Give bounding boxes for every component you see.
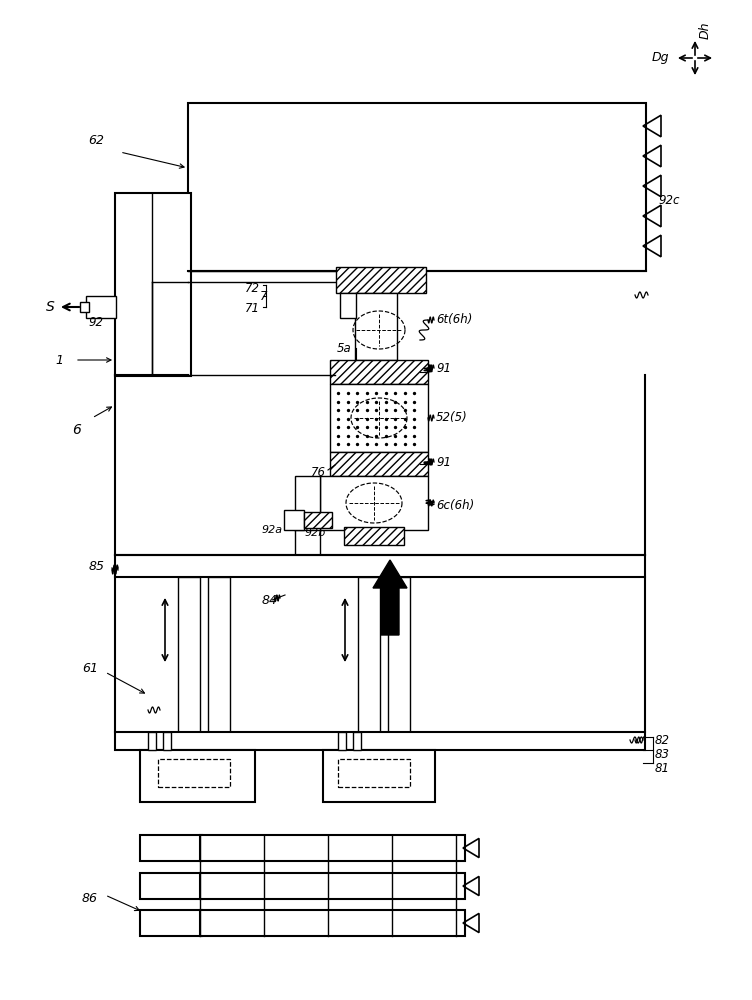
Bar (320, 476, 428, 530)
Text: 7: 7 (260, 290, 268, 302)
Text: 6c(6h): 6c(6h) (436, 498, 475, 512)
Bar (80, 302, 89, 312)
Bar (200, 910, 465, 936)
Bar (340, 293, 356, 318)
Text: Dh: Dh (699, 21, 712, 39)
Text: 72: 72 (245, 282, 260, 294)
Bar (295, 530, 320, 555)
Bar (304, 512, 332, 528)
Text: S: S (47, 300, 55, 314)
Bar (338, 732, 346, 750)
Text: 6t(6h): 6t(6h) (436, 314, 472, 326)
Text: 62: 62 (88, 133, 104, 146)
Bar (200, 873, 465, 899)
Bar (338, 759, 410, 787)
FancyArrow shape (373, 560, 407, 635)
Text: 91: 91 (436, 361, 451, 374)
Bar (344, 527, 404, 545)
Bar (336, 267, 426, 293)
Text: 1: 1 (55, 354, 63, 366)
Bar (358, 577, 380, 732)
Bar (330, 384, 428, 452)
Text: 61: 61 (82, 662, 98, 674)
Bar (115, 555, 645, 577)
Bar (388, 577, 410, 732)
Bar (295, 476, 320, 531)
Text: 76: 76 (311, 466, 326, 479)
Text: 92c: 92c (658, 194, 680, 207)
Text: 92b: 92b (305, 528, 326, 538)
Bar (158, 759, 230, 787)
Bar (178, 577, 200, 732)
Bar (140, 835, 202, 861)
Bar (140, 910, 202, 936)
Bar (323, 750, 435, 802)
Text: 52(5): 52(5) (436, 412, 468, 424)
Bar (200, 835, 465, 861)
Bar (163, 732, 171, 750)
Text: 85: 85 (89, 560, 105, 572)
Bar (353, 732, 361, 750)
Text: 92: 92 (88, 316, 103, 330)
Bar (355, 293, 397, 360)
Bar (140, 750, 255, 802)
Bar (115, 732, 645, 750)
Bar (188, 103, 646, 271)
Text: 86: 86 (82, 892, 98, 904)
Text: 82: 82 (655, 734, 670, 746)
Text: 84: 84 (262, 593, 278, 606)
Bar (148, 732, 156, 750)
Bar (330, 360, 428, 384)
Text: 92a: 92a (262, 525, 283, 535)
Text: 6: 6 (72, 423, 81, 437)
Text: Dg: Dg (651, 51, 669, 64)
Text: 83: 83 (655, 748, 670, 762)
Bar (330, 452, 428, 476)
Bar (284, 510, 304, 530)
Bar (86, 296, 116, 318)
Text: 91: 91 (436, 456, 451, 468)
Bar (115, 193, 191, 376)
Text: 71: 71 (245, 302, 260, 314)
Bar (140, 873, 202, 899)
Bar (208, 577, 230, 732)
Text: 5a: 5a (337, 342, 352, 355)
Text: 81: 81 (655, 762, 670, 774)
